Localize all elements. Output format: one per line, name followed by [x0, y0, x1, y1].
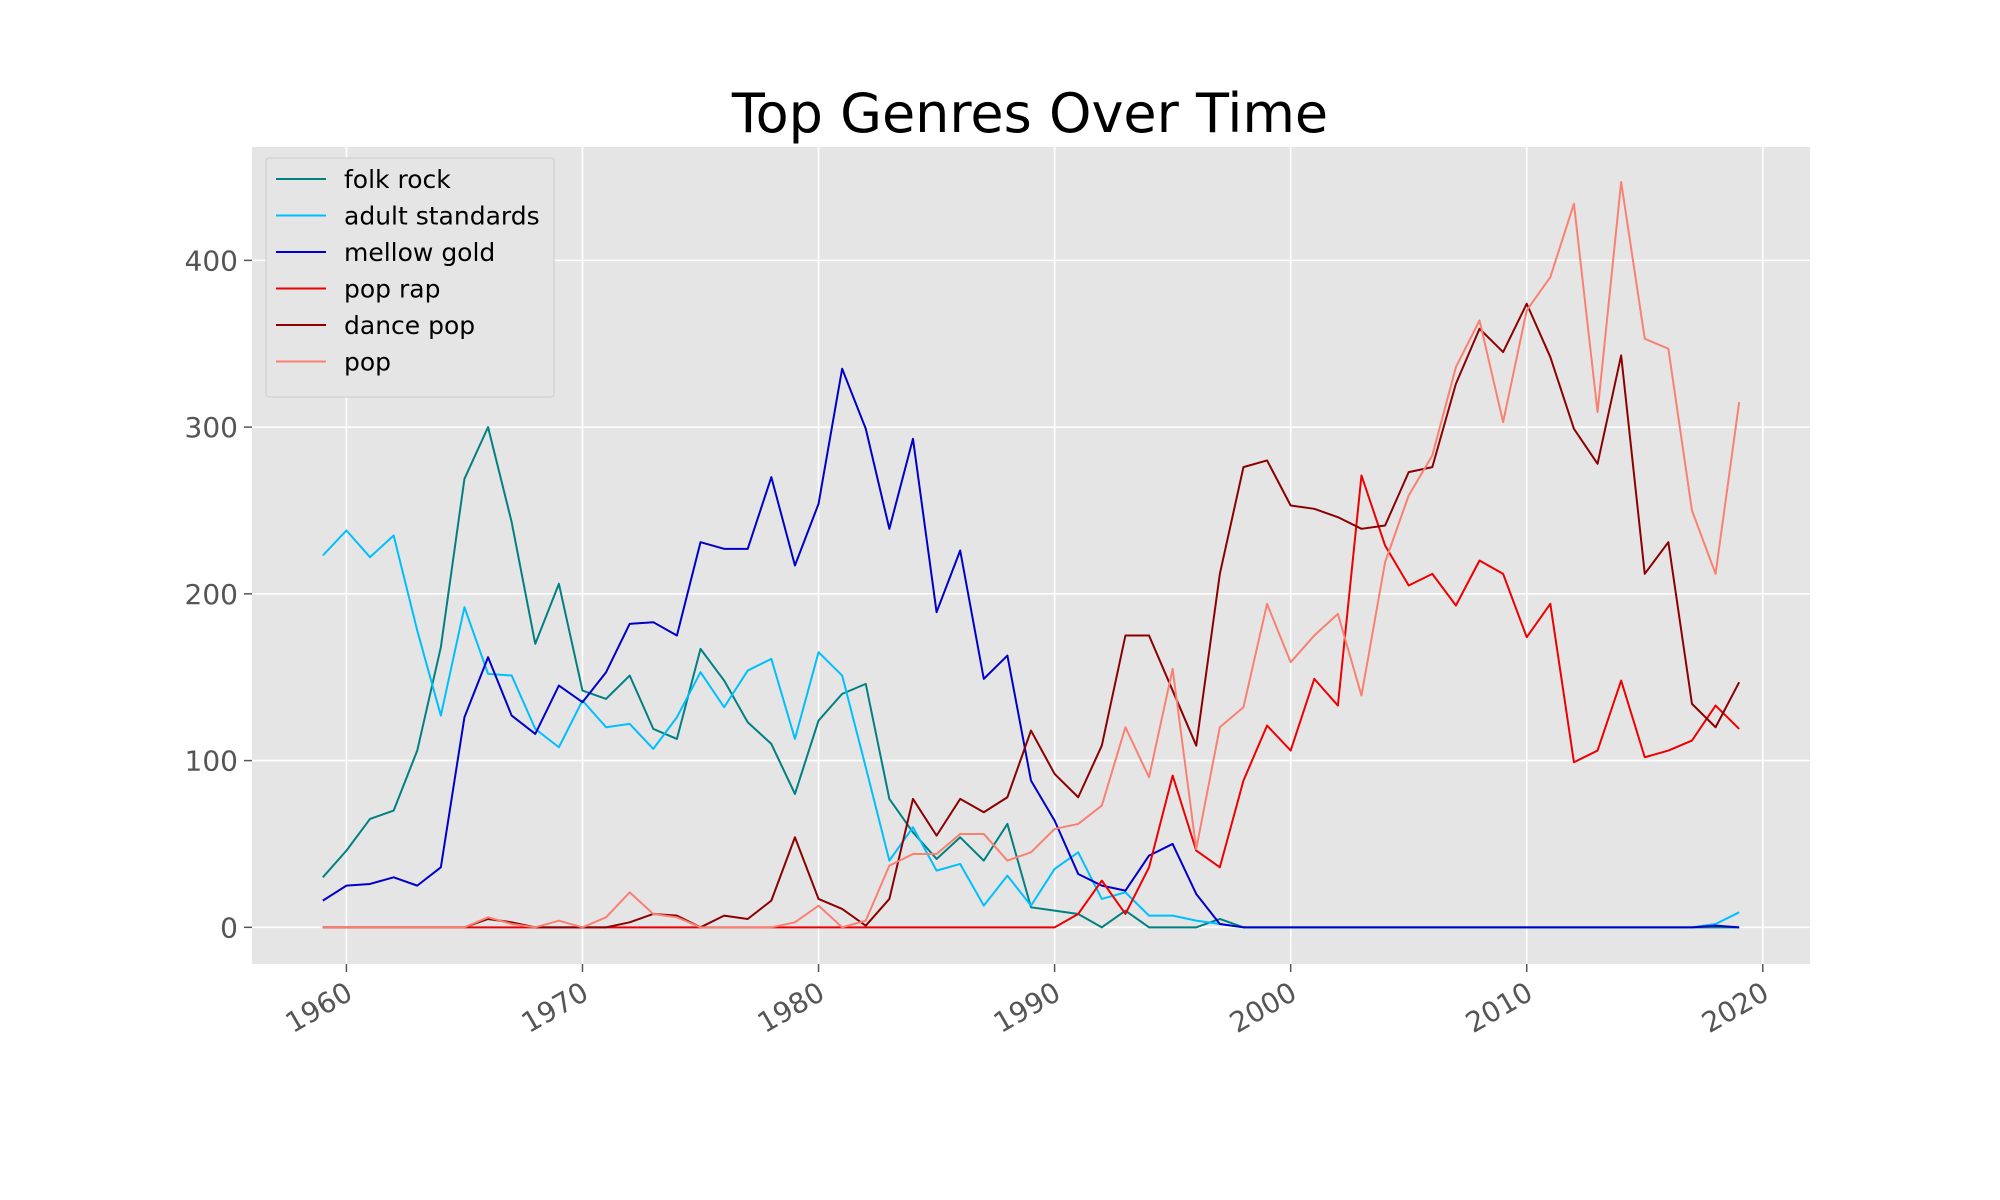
y-tick-label: 200: [185, 578, 238, 611]
legend: folk rock adult standards mellow gold pop r…: [265, 157, 555, 398]
series-lines: [322, 181, 1741, 929]
legend-label: dance pop: [344, 311, 475, 340]
x-tick-label: 2010: [1460, 975, 1538, 1039]
y-tick-label: 400: [185, 244, 238, 277]
x-tick-label: 2020: [1696, 975, 1774, 1039]
series-line-pop: [322, 181, 1741, 929]
legend-label: pop: [344, 348, 391, 377]
legend-label: mellow gold: [344, 238, 495, 267]
x-tick-label: 1980: [752, 975, 830, 1039]
y-tick-label: 0: [220, 911, 238, 944]
y-tick-label: 300: [185, 411, 238, 444]
x-tick-label: 2000: [1224, 975, 1302, 1039]
legend-label: adult standards: [344, 202, 540, 231]
y-tick-label: 100: [185, 745, 238, 778]
x-tick-label: 1970: [516, 975, 594, 1039]
x-tick-label: 1960: [280, 975, 358, 1039]
x-tick-label: 1990: [988, 975, 1066, 1039]
legend-label: pop rap: [344, 275, 440, 304]
series-line-mellow-gold: [322, 367, 1740, 929]
legend-label: folk rock: [344, 165, 451, 194]
chart-title: Top Genres Over Time: [731, 82, 1328, 145]
x-axis: 1960 1970 1980 1990 2000 2010 2020: [280, 964, 1774, 1040]
series-line-dance-pop: [322, 302, 1741, 929]
y-axis: 0 100 200 300 400: [185, 244, 252, 944]
legend-box: [265, 157, 555, 398]
